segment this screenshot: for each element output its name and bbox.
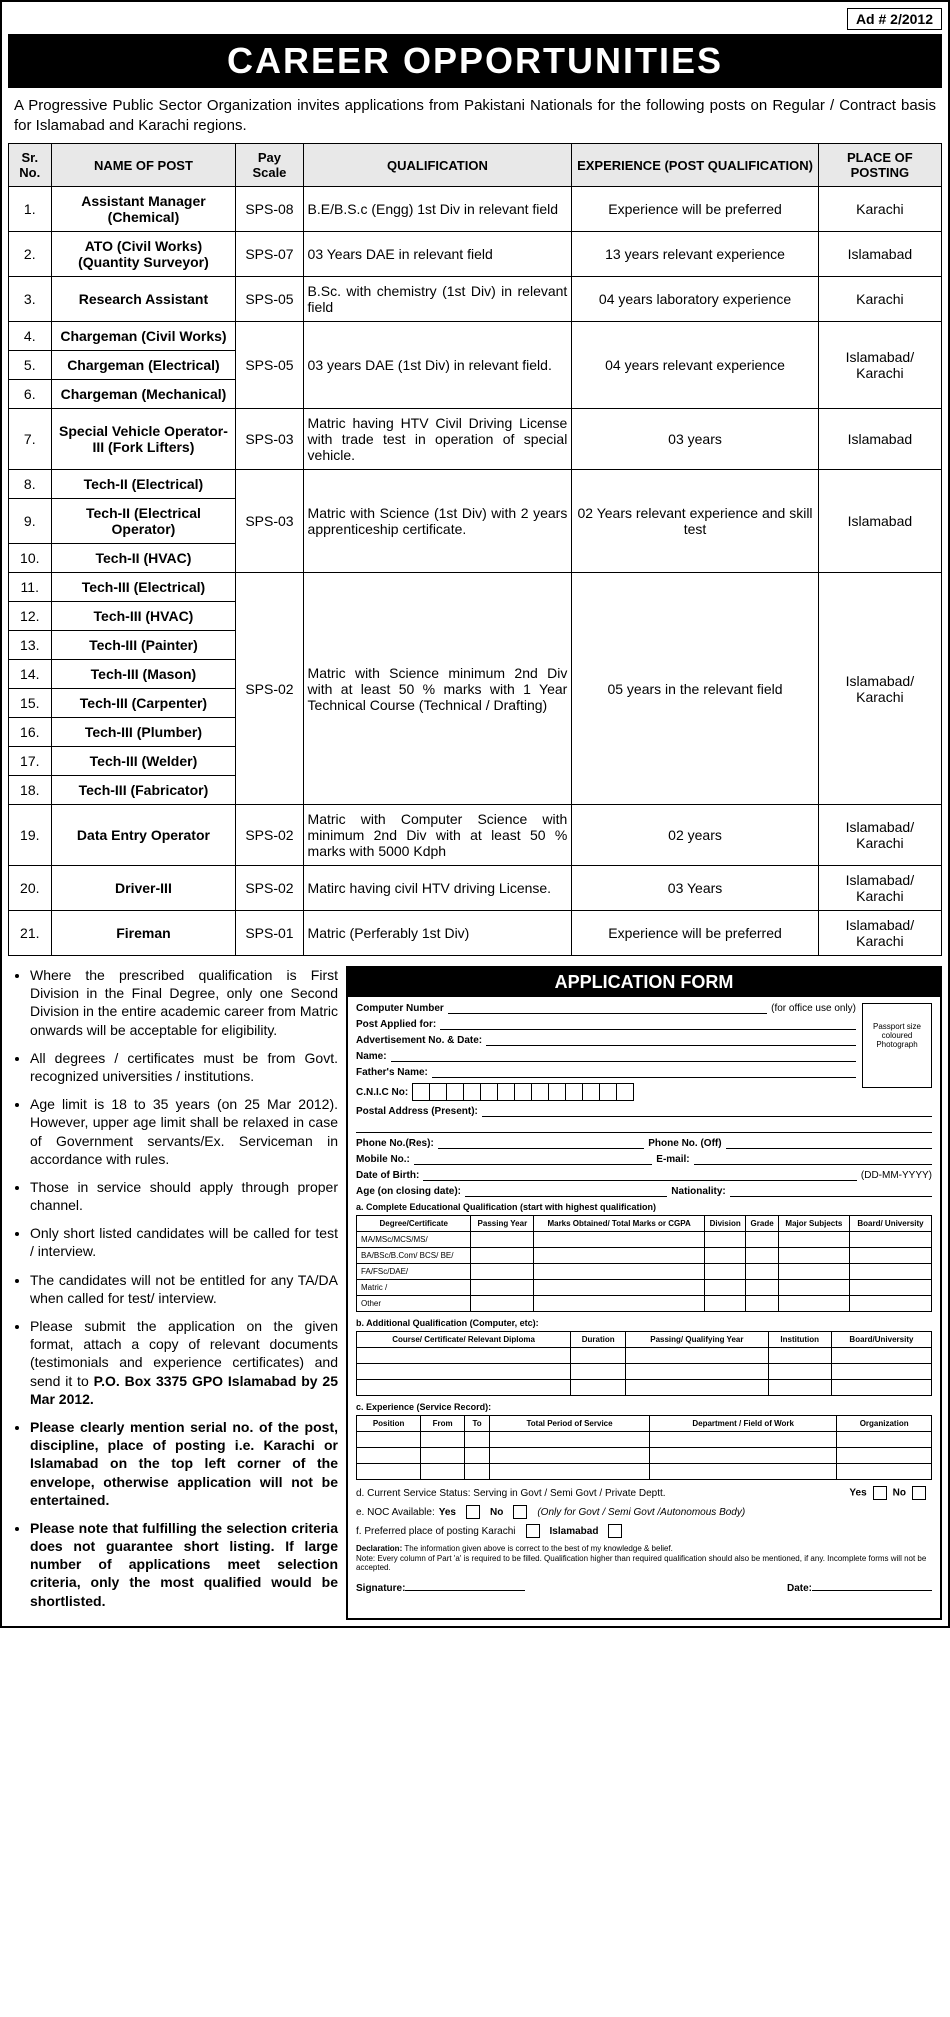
- noc-yes-checkbox[interactable]: [466, 1505, 480, 1519]
- experience-table: PositionFromToTotal Period of ServiceDep…: [356, 1415, 932, 1480]
- signature-label: Signature:: [356, 1583, 405, 1594]
- lbl-phone-res: Phone No.(Res):: [356, 1138, 434, 1149]
- education-table: Degree/CertificatePassing YearMarks Obta…: [356, 1215, 932, 1312]
- noc-yes-label: Yes: [439, 1507, 456, 1518]
- note-item: The candidates will not be entitled for …: [30, 1271, 338, 1307]
- lbl-phone-off: Phone No. (Off): [648, 1138, 721, 1149]
- no-checkbox[interactable]: [912, 1486, 926, 1500]
- note-item: Please clearly mention serial no. of the…: [30, 1418, 338, 1509]
- yes-checkbox[interactable]: [873, 1486, 887, 1500]
- note-item: Only short listed candidates will be cal…: [30, 1224, 338, 1260]
- office-only: (for office use only): [771, 1003, 856, 1014]
- header-exp: EXPERIENCE (POST QUALIFICATION): [572, 144, 818, 187]
- lbl-post: Post Applied for:: [356, 1019, 436, 1030]
- section-c: c. Experience (Service Record):: [356, 1402, 932, 1412]
- section-d: d. Current Service Status: Serving in Go…: [356, 1488, 666, 1499]
- date-label: Date:: [787, 1583, 812, 1594]
- islamabad-checkbox[interactable]: [608, 1524, 622, 1538]
- lbl-adv: Advertisement No. & Date:: [356, 1035, 482, 1046]
- lbl-dob: Date of Birth:: [356, 1170, 419, 1181]
- cnic-boxes: [412, 1083, 633, 1101]
- notes-column: Where the prescribed qualification is Fi…: [8, 966, 338, 1620]
- lbl-father: Father's Name:: [356, 1067, 428, 1078]
- islamabad-label: Islamabad: [550, 1526, 599, 1537]
- noc-no-label: No: [490, 1507, 503, 1518]
- header-pay: Pay Scale: [236, 144, 303, 187]
- section-e: e. NOC Available:: [356, 1507, 435, 1518]
- photo-box: Passport size coloured Photograph: [862, 1003, 932, 1088]
- no-label: No: [893, 1488, 906, 1499]
- header-place: PLACE OF POSTING: [818, 144, 941, 187]
- note-item: Please submit the application on the giv…: [30, 1317, 338, 1408]
- header-name: NAME OF POST: [51, 144, 236, 187]
- note-item: Age limit is 18 to 35 years (on 25 Mar 2…: [30, 1095, 338, 1168]
- form-title: APPLICATION FORM: [348, 968, 940, 997]
- header-sr: Sr. No.: [9, 144, 52, 187]
- lbl-name: Name:: [356, 1051, 387, 1062]
- karachi-checkbox[interactable]: [526, 1524, 540, 1538]
- noc-no-checkbox[interactable]: [513, 1505, 527, 1519]
- section-f: f. Preferred place of posting Karachi: [356, 1526, 516, 1537]
- lbl-email: E-mail:: [656, 1154, 689, 1165]
- note-item: All degrees / certificates must be from …: [30, 1049, 338, 1085]
- header-qual: QUALIFICATION: [303, 144, 572, 187]
- lbl-computer: Computer Number: [356, 1003, 444, 1014]
- lbl-mobile: Mobile No.:: [356, 1154, 410, 1165]
- noc-note: (Only for Govt / Semi Govt /Autonomous B…: [537, 1507, 745, 1518]
- note-item: Where the prescribed qualification is Fi…: [30, 966, 338, 1039]
- ad-number: Ad # 2/2012: [847, 8, 942, 30]
- additional-quals-table: Course/ Certificate/ Relevant DiplomaDur…: [356, 1331, 932, 1396]
- intro-text: A Progressive Public Sector Organization…: [8, 88, 942, 143]
- declaration: Declaration: The information given above…: [356, 1544, 932, 1573]
- lbl-cnic: C.N.I.C No:: [356, 1087, 408, 1098]
- lbl-postal: Postal Address (Present):: [356, 1106, 478, 1117]
- note-item: Those in service should apply through pr…: [30, 1178, 338, 1214]
- section-b: b. Additional Qualification (Computer, e…: [356, 1318, 932, 1328]
- page-title: CAREER OPPORTUNITIES: [8, 34, 942, 88]
- dob-format: (DD-MM-YYYY): [861, 1170, 932, 1181]
- lbl-age: Age (on closing date):: [356, 1186, 461, 1197]
- yes-label: Yes: [849, 1488, 866, 1499]
- lbl-nationality: Nationality:: [671, 1186, 725, 1197]
- note-item: Please note that fulfilling the selectio…: [30, 1519, 338, 1610]
- application-form: APPLICATION FORM Passport size coloured …: [346, 966, 942, 1620]
- section-a: a. Complete Educational Qualification (s…: [356, 1202, 932, 1212]
- jobs-table: Sr. No. NAME OF POST Pay Scale QUALIFICA…: [8, 143, 942, 956]
